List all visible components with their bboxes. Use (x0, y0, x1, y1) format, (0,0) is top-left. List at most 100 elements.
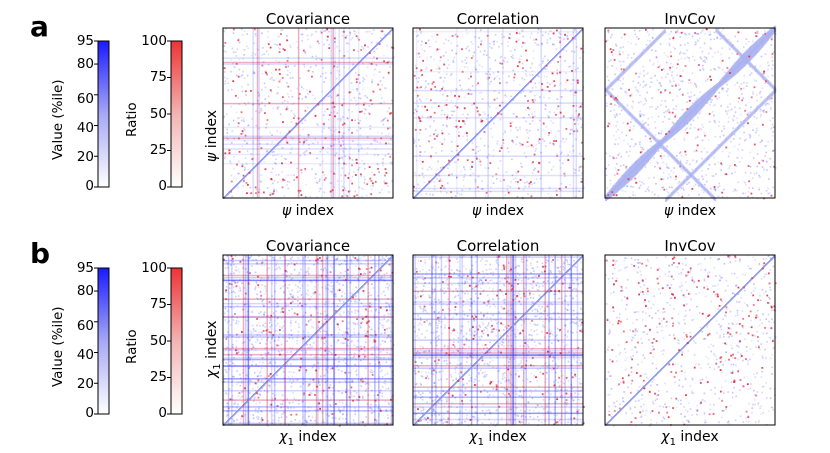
heatmap-cell (384, 294, 386, 297)
heatmap-cell (329, 384, 332, 386)
heatmap-cell (642, 104, 645, 106)
heatmap-cell (324, 30, 327, 32)
heatmap-cell (615, 130, 618, 133)
heatmap-cell (383, 279, 386, 282)
heatmap-cell (417, 34, 420, 37)
heatmap-ratio-cell (343, 55, 346, 57)
heatmap-diagonal (302, 118, 304, 120)
heatmap-cell (688, 57, 690, 59)
heatmap-cell (286, 264, 288, 267)
heatmap-ratio-cell (416, 94, 419, 97)
heatmap-stripe (474, 28, 477, 198)
heatmap-diagonal (432, 178, 434, 180)
heatmap-cell (301, 122, 304, 124)
heatmap-cell (641, 149, 643, 151)
heatmap-ratio-cell (488, 76, 491, 79)
heatmap-cell (359, 97, 362, 100)
heatmap-cell (304, 151, 307, 153)
heatmap-band (666, 196, 669, 201)
heatmap-cell (771, 60, 774, 62)
heatmap-ratio-cell (370, 62, 373, 65)
heatmap-cell (376, 141, 379, 143)
heatmap-cell (363, 78, 366, 81)
heatmap-cell (374, 174, 377, 176)
heatmap-cell (307, 271, 309, 273)
heatmap-diagonal (630, 172, 632, 174)
heatmap-ratio-cell (421, 160, 424, 163)
heatmap-cell (289, 44, 291, 47)
heatmap-band (662, 145, 665, 150)
heatmap-diagonal (719, 83, 721, 85)
heatmap-cell (260, 277, 263, 280)
heatmap-cell (654, 50, 657, 52)
heatmap-cell (352, 63, 354, 66)
heatmap-cell (530, 90, 533, 93)
heatmap-diagonal (505, 105, 507, 107)
heatmap-cell (772, 126, 775, 129)
heatmap-cell (266, 391, 269, 393)
heatmap-diagonal (366, 54, 368, 56)
heatmap-cell (252, 103, 254, 106)
heatmap-cell (539, 96, 541, 98)
heatmap-cell (378, 299, 381, 302)
heatmap-cell (663, 52, 666, 55)
heatmap-cell (537, 28, 540, 31)
heatmap-cell (252, 414, 255, 416)
heatmap-cell (291, 103, 294, 106)
heatmap-diagonal (282, 138, 284, 140)
heatmap-diagonal (337, 83, 339, 85)
heatmap-cell (622, 77, 625, 80)
heatmap-cell (253, 42, 255, 45)
heatmap-cell (444, 38, 447, 41)
heatmap-cell (479, 50, 482, 53)
heatmap-cell (430, 168, 433, 170)
heatmap-cell (276, 411, 278, 414)
heatmap-cell (263, 314, 266, 316)
heatmap-band (651, 134, 654, 139)
heatmap-ratio-cell (387, 127, 389, 130)
heatmap-cell (266, 268, 269, 271)
heatmap-cell (701, 139, 704, 142)
heatmap-cell (722, 28, 725, 30)
heatmap-cell (559, 145, 561, 148)
heatmap-cell (236, 370, 238, 372)
heatmap-ratio-cell (541, 88, 544, 91)
heatmap-cell (435, 101, 437, 104)
heatmap-stripe (223, 263, 393, 265)
heatmap-diagonal (346, 74, 348, 76)
heatmap-cell (541, 188, 544, 191)
heatmap-cell (240, 381, 243, 384)
heatmap-cell (383, 278, 385, 281)
heatmap-cell (233, 400, 236, 403)
cb-tick: 0 (158, 178, 167, 194)
heatmap-cell (302, 400, 304, 403)
heatmap-diagonal (224, 196, 226, 198)
heatmap-cell (328, 95, 330, 98)
heatmap-ratio-cell (302, 141, 305, 144)
heatmap-cell (292, 102, 295, 105)
heatmap-diagonal (547, 63, 549, 65)
heatmap-stripe (413, 71, 583, 73)
heatmap-cell (547, 115, 550, 118)
heatmap-cell (370, 334, 373, 336)
heatmap-cell (348, 266, 351, 269)
heatmap-cell (442, 124, 444, 126)
heatmap-cell (762, 110, 764, 112)
heatmap-cell (321, 379, 323, 382)
heatmap-cell (278, 48, 281, 50)
heatmap-cell (544, 31, 547, 34)
heatmap-cell (694, 84, 697, 86)
heatmap-ratio-cell (238, 150, 241, 153)
heatmap-cell (546, 39, 549, 41)
heatmap-cell (723, 188, 725, 191)
heatmap-band (741, 121, 744, 126)
heatmap-band (761, 102, 763, 106)
heatmap-cell (261, 387, 263, 390)
heatmap-cell (254, 33, 257, 36)
heatmap-cell (553, 144, 555, 146)
heatmap-diagonal (461, 149, 463, 151)
heatmap-cell (734, 35, 736, 38)
heatmap-diagonal (315, 105, 317, 107)
heatmap-cell (300, 86, 303, 88)
heatmap-ratio-cell (725, 173, 728, 176)
